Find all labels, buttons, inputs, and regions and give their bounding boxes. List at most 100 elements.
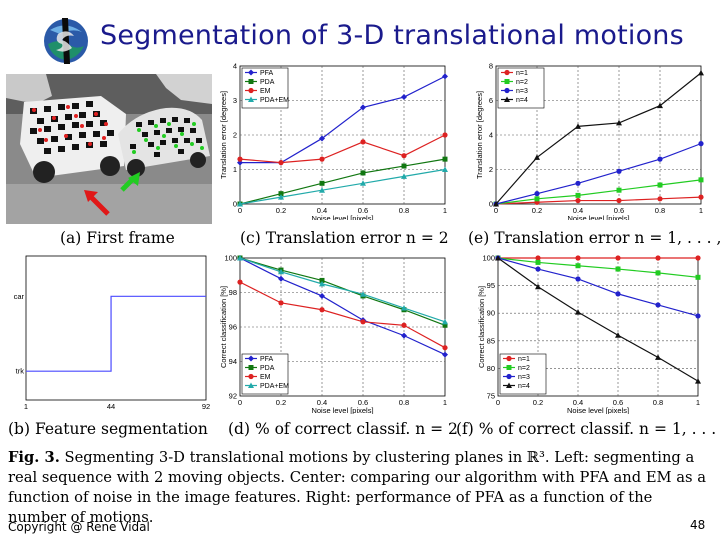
- data-point: [534, 154, 540, 160]
- x-tick-label: 0.8: [399, 206, 409, 215]
- subcaption-d: (d) % of correct classif. n = 2: [228, 420, 458, 438]
- y-axis-label: Translation error [degrees]: [475, 91, 484, 179]
- data-point: [248, 382, 254, 388]
- x-tick-label: 44: [107, 402, 115, 411]
- data-point: [401, 94, 407, 101]
- data-point: [575, 263, 581, 269]
- y-tick-label: 100: [482, 254, 495, 263]
- data-point: [442, 166, 448, 172]
- legend-entry: n=4: [516, 97, 528, 104]
- page-number: 48: [690, 518, 706, 532]
- x-axis-label: Noise level [pixels]: [567, 214, 629, 220]
- data-point: [506, 365, 512, 370]
- legend-entry: n=1: [518, 356, 530, 363]
- data-point: [319, 277, 325, 283]
- data-point: [248, 365, 254, 370]
- y-tick-label: 3: [233, 96, 237, 105]
- series-line-n3: [495, 143, 702, 205]
- x-tick-label: 0: [238, 206, 242, 215]
- data-point: [319, 135, 325, 142]
- data-point: [278, 300, 284, 306]
- series-line-pda: [239, 257, 446, 326]
- data-point: [506, 355, 512, 362]
- legend-entry: n=4: [518, 383, 530, 390]
- data-point: [248, 87, 254, 94]
- data-point: [248, 79, 254, 84]
- data-point: [655, 270, 661, 276]
- legend-entry: n=3: [518, 374, 530, 381]
- segmentation-line: [26, 295, 206, 372]
- data-point: [360, 319, 366, 325]
- y-tick-label: 94: [229, 357, 237, 366]
- data-point: [616, 197, 622, 204]
- x-tick-label: 1: [696, 398, 700, 407]
- data-point: [442, 73, 448, 80]
- copyright-footer: Copyright @ Rene Vidal: [8, 520, 150, 534]
- x-tick-label: 1: [24, 402, 28, 411]
- legend-entry: n=1: [516, 70, 528, 77]
- data-point: [319, 292, 325, 299]
- data-point: [319, 307, 325, 313]
- data-point: [616, 168, 622, 174]
- data-point: [401, 163, 407, 169]
- data-point: [655, 255, 661, 261]
- x-tick-label: 0.4: [573, 206, 583, 215]
- data-point: [535, 283, 541, 290]
- y-tick-label: 98: [229, 288, 237, 297]
- y-tick-label: 80: [487, 364, 495, 373]
- data-point: [695, 313, 701, 319]
- data-point: [319, 280, 325, 287]
- figure-caption: Fig. 3. Segmenting 3-D translational mot…: [8, 448, 708, 528]
- y-tick-label: 92: [229, 392, 237, 401]
- first-frame-image: [6, 74, 212, 224]
- university-logo-icon: [38, 10, 94, 68]
- x-axis-label: Noise level [pixels]: [567, 406, 629, 414]
- y-tick-label: 100: [224, 254, 237, 263]
- legend-entry: PDA+EM: [260, 383, 289, 390]
- data-point: [506, 373, 512, 380]
- series-line-em: [239, 281, 446, 349]
- data-point: [493, 201, 499, 207]
- data-point: [442, 322, 448, 328]
- data-point: [657, 182, 663, 188]
- y-tick-label: 4: [489, 131, 493, 140]
- x-tick-label: 0.8: [653, 398, 663, 407]
- y-tick-label: 75: [487, 392, 495, 401]
- chart-correct-classification-n1-4: 0 0.2 0.4 0.6 0.8 1 75 80 85 90 95 100 Noise level […: [477, 254, 701, 414]
- x-tick-label: 0.2: [533, 398, 543, 407]
- data-point: [535, 259, 541, 265]
- plot-area: [25, 255, 207, 401]
- data-point: [401, 305, 407, 311]
- x-tick-label: 1: [443, 398, 447, 407]
- x-tick-label: 92: [202, 402, 210, 411]
- data-point: [442, 351, 448, 358]
- data-point: [575, 123, 581, 129]
- x-tick-label: 0.6: [614, 206, 624, 215]
- y-tick-label: 85: [487, 336, 495, 345]
- data-point: [615, 291, 621, 297]
- data-point: [401, 173, 407, 179]
- data-point: [575, 276, 581, 282]
- data-point: [575, 309, 581, 315]
- series-line-pdaem: [239, 257, 446, 323]
- legend-entry: PFA: [260, 70, 274, 77]
- series-line-pdaem: [239, 168, 446, 205]
- x-tick-label: 0.6: [358, 206, 368, 215]
- data-point: [442, 345, 448, 351]
- x-tick-label: 0.6: [358, 398, 368, 407]
- legend-entry: PFA: [260, 356, 274, 363]
- data-point: [657, 102, 663, 109]
- data-point: [655, 302, 661, 308]
- x-axis-label: Noise level [pixels]: [311, 214, 373, 220]
- y-tick-label: 8: [489, 62, 493, 71]
- x-tick-label: 0: [494, 206, 498, 215]
- y-tick-label: 0: [489, 200, 493, 209]
- slide-title: Segmentation of 3-D translational motion…: [100, 20, 684, 51]
- data-point: [575, 192, 581, 198]
- y-tick-label: 95: [487, 281, 495, 290]
- data-point: [698, 194, 704, 200]
- data-point: [695, 378, 701, 384]
- data-point: [278, 268, 284, 275]
- data-point: [615, 266, 621, 272]
- data-point: [655, 354, 661, 360]
